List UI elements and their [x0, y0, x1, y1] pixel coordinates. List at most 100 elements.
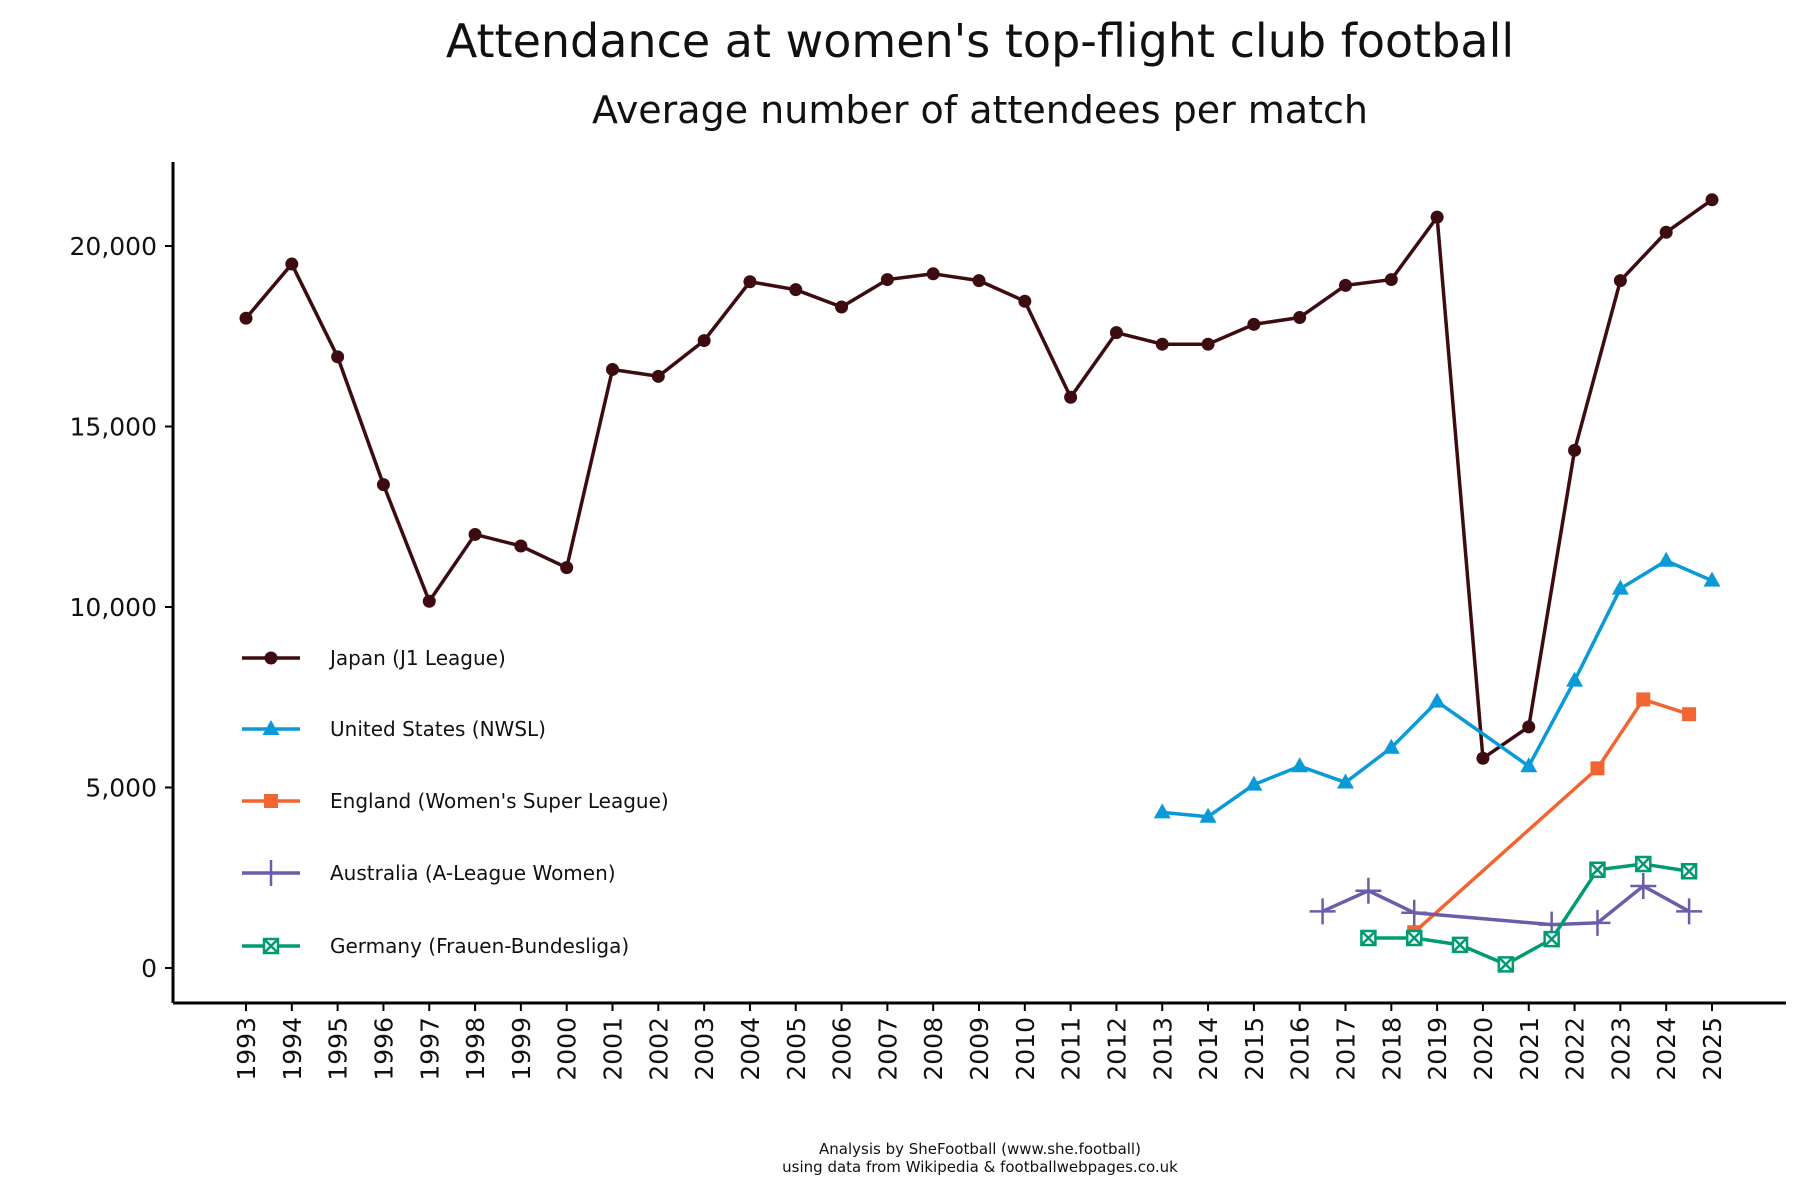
data-point [1360, 929, 1377, 947]
x-tick-label: 1996 [369, 1017, 398, 1081]
data-point [1680, 863, 1698, 880]
x-tick-label: 2011 [1057, 1017, 1086, 1081]
data-point [1018, 294, 1032, 308]
data-point [239, 311, 253, 325]
data-point [422, 594, 436, 608]
legend-entry: Germany (Frauen-Bundesliga) [242, 934, 629, 958]
data-point [1613, 274, 1627, 288]
data-point [972, 274, 986, 288]
x-tick-label: 2000 [553, 1017, 582, 1081]
legend-marker [262, 720, 280, 735]
data-point [1339, 278, 1352, 292]
series-4: Germany (Frauen-Bundesliga) [242, 855, 1698, 973]
data-point [1584, 909, 1611, 936]
data-point [697, 334, 711, 348]
data-point [1566, 671, 1584, 687]
x-tick-label: 2010 [1011, 1017, 1040, 1081]
legend-marker [262, 937, 280, 955]
data-point [1384, 273, 1398, 287]
legend-entry: United States (NWSL) [242, 717, 546, 741]
x-tick-label: 2004 [736, 1017, 765, 1081]
data-point [1451, 936, 1469, 954]
legend-label: Australia (A-League Women) [330, 861, 616, 885]
x-tick-label: 2023 [1606, 1017, 1635, 1081]
data-point [1590, 761, 1605, 776]
x-tick-label: 1999 [507, 1017, 536, 1081]
data-point [560, 561, 574, 575]
x-tick-label: 1997 [415, 1017, 444, 1081]
data-point [789, 283, 803, 297]
data-point [1522, 720, 1536, 734]
series-line [1413, 697, 1690, 934]
data-point [606, 362, 619, 376]
x-tick-label: 2017 [1332, 1017, 1361, 1081]
x-tick-label: 2007 [873, 1017, 902, 1081]
x-tick-label: 2003 [690, 1017, 719, 1081]
data-point [1428, 692, 1446, 708]
data-point [1355, 877, 1382, 904]
data-point [880, 273, 894, 287]
y-tick-label: 15,000 [70, 413, 157, 442]
data-point [1064, 390, 1078, 404]
x-tick-label: 2001 [599, 1017, 628, 1081]
chart-title: Attendance at women's top-flight club fo… [445, 14, 1515, 68]
data-point [1476, 751, 1490, 765]
x-tick-label: 2005 [782, 1017, 811, 1081]
legend-label: Germany (Frauen-Bundesliga) [330, 934, 629, 958]
data-point [1155, 337, 1169, 351]
legend-label: England (Women's Super League) [330, 789, 669, 813]
data-point [1153, 803, 1171, 819]
x-tick-label: 2015 [1240, 1017, 1269, 1081]
data-point [1630, 873, 1657, 900]
x-tick-label: 2006 [828, 1017, 857, 1081]
data-point [1245, 775, 1263, 791]
y-tick-label: 5,000 [85, 774, 157, 803]
x-tick-label: 2024 [1652, 1017, 1681, 1081]
series-1: United States (NWSL) [242, 551, 1721, 823]
footer-line-2: using data from Wikipedia & footballwebp… [782, 1158, 1178, 1176]
y-tick-label: 20,000 [70, 232, 157, 261]
data-point [1497, 956, 1515, 973]
data-point [1520, 757, 1538, 773]
legend-marker [258, 860, 284, 886]
data-point [376, 478, 390, 492]
data-point [1201, 337, 1215, 351]
data-point [285, 257, 299, 271]
series-3: Australia (A-League Women) [242, 860, 1703, 938]
x-tick-label: 1995 [324, 1017, 353, 1081]
data-point [1589, 861, 1606, 879]
data-point [1659, 225, 1673, 239]
data-point [1247, 317, 1261, 331]
data-point [1401, 899, 1428, 926]
data-point [1657, 551, 1675, 567]
legend-label: United States (NWSL) [330, 717, 546, 741]
x-tick-label: 2016 [1286, 1017, 1315, 1081]
data-point [1705, 193, 1719, 207]
x-tick-label: 2002 [644, 1017, 673, 1081]
data-point [1337, 773, 1354, 789]
x-tick-label: 2014 [1194, 1017, 1223, 1081]
data-point [331, 350, 345, 364]
data-point [468, 527, 482, 541]
data-point [1682, 707, 1697, 722]
x-tick-label: 1998 [461, 1017, 490, 1081]
x-tick-label: 2020 [1469, 1017, 1498, 1081]
series-2: England (Women's Super League) [242, 692, 1697, 940]
x-tick-label: 2025 [1698, 1017, 1727, 1081]
footer-line-1: Analysis by SheFootball (www.she.footbal… [819, 1140, 1141, 1158]
y-tick-label: 10,000 [70, 593, 157, 622]
legend-entry: Australia (A-League Women) [242, 860, 616, 886]
data-point [1636, 692, 1651, 707]
y-tick-label: 0 [141, 954, 157, 983]
data-point [1611, 579, 1629, 595]
data-point [1293, 310, 1307, 324]
data-point [1568, 443, 1582, 457]
x-tick-label: 2018 [1377, 1017, 1406, 1081]
data-point [1199, 807, 1217, 823]
data-point [835, 300, 849, 314]
x-tick-label: 2022 [1561, 1017, 1590, 1081]
data-point [1291, 757, 1309, 773]
x-tick-label: 2008 [919, 1017, 948, 1081]
x-tick-label: 2021 [1515, 1017, 1544, 1081]
